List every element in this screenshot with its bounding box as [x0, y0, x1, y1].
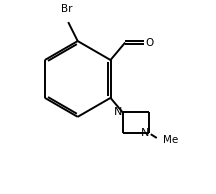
Text: N: N	[141, 128, 150, 138]
Text: Me: Me	[163, 135, 178, 145]
Text: Br: Br	[60, 4, 72, 14]
Text: N: N	[114, 107, 123, 117]
Text: O: O	[145, 38, 154, 48]
